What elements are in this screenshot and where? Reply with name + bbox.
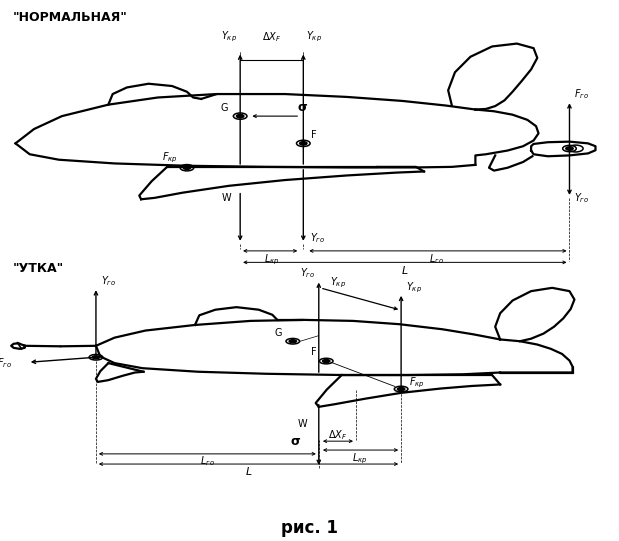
Text: $\mathbf{\sigma}$: $\mathbf{\sigma}$ bbox=[290, 436, 301, 448]
Text: $F_{го}$: $F_{го}$ bbox=[0, 357, 12, 371]
Text: $Y_{кр}$: $Y_{кр}$ bbox=[306, 30, 322, 44]
Circle shape bbox=[566, 147, 573, 150]
Text: $F_{кр}$: $F_{кр}$ bbox=[409, 375, 424, 390]
Circle shape bbox=[289, 340, 297, 343]
Text: F: F bbox=[311, 130, 316, 140]
Circle shape bbox=[300, 142, 307, 145]
Text: $Y_{го}$: $Y_{го}$ bbox=[310, 231, 325, 245]
Text: $Y_{го}$: $Y_{го}$ bbox=[574, 191, 590, 204]
Text: рис. 1: рис. 1 bbox=[281, 519, 338, 537]
Circle shape bbox=[92, 356, 100, 359]
Text: "УТКА": "УТКА" bbox=[12, 262, 64, 275]
Text: $L_{го}$: $L_{го}$ bbox=[429, 252, 444, 266]
Text: $L_{кр}$: $L_{кр}$ bbox=[352, 451, 368, 466]
Text: $Y_{кр}$: $Y_{кр}$ bbox=[406, 281, 422, 295]
Text: $Y_{го}$: $Y_{го}$ bbox=[300, 267, 316, 280]
Text: $\Delta X_F$: $\Delta X_F$ bbox=[327, 428, 347, 443]
Text: F: F bbox=[311, 347, 317, 357]
Text: $\Delta X_F$: $\Delta X_F$ bbox=[262, 31, 282, 44]
Text: "НОРМАЛЬНАЯ": "НОРМАЛЬНАЯ" bbox=[12, 11, 128, 24]
Circle shape bbox=[183, 166, 191, 169]
Text: $L_{кр}$: $L_{кр}$ bbox=[264, 252, 280, 267]
Circle shape bbox=[397, 387, 405, 391]
Text: W: W bbox=[221, 193, 231, 203]
Text: G: G bbox=[274, 328, 282, 338]
Text: $F_{го}$: $F_{го}$ bbox=[574, 88, 589, 101]
Text: $Y_{кр}$: $Y_{кр}$ bbox=[221, 30, 237, 44]
Circle shape bbox=[236, 114, 244, 118]
Text: L: L bbox=[402, 266, 408, 276]
Text: G: G bbox=[220, 103, 228, 113]
Text: W: W bbox=[298, 419, 308, 429]
Circle shape bbox=[322, 360, 330, 362]
Text: $F_{кр}$: $F_{кр}$ bbox=[162, 151, 178, 166]
Text: L: L bbox=[245, 467, 252, 477]
Text: $Y_{го}$: $Y_{го}$ bbox=[101, 274, 116, 288]
Text: $\mathbf{\sigma}$: $\mathbf{\sigma}$ bbox=[297, 101, 308, 114]
Text: $L_{го}$: $L_{го}$ bbox=[200, 454, 215, 469]
Text: $Y_{кр}$: $Y_{кр}$ bbox=[330, 275, 346, 289]
